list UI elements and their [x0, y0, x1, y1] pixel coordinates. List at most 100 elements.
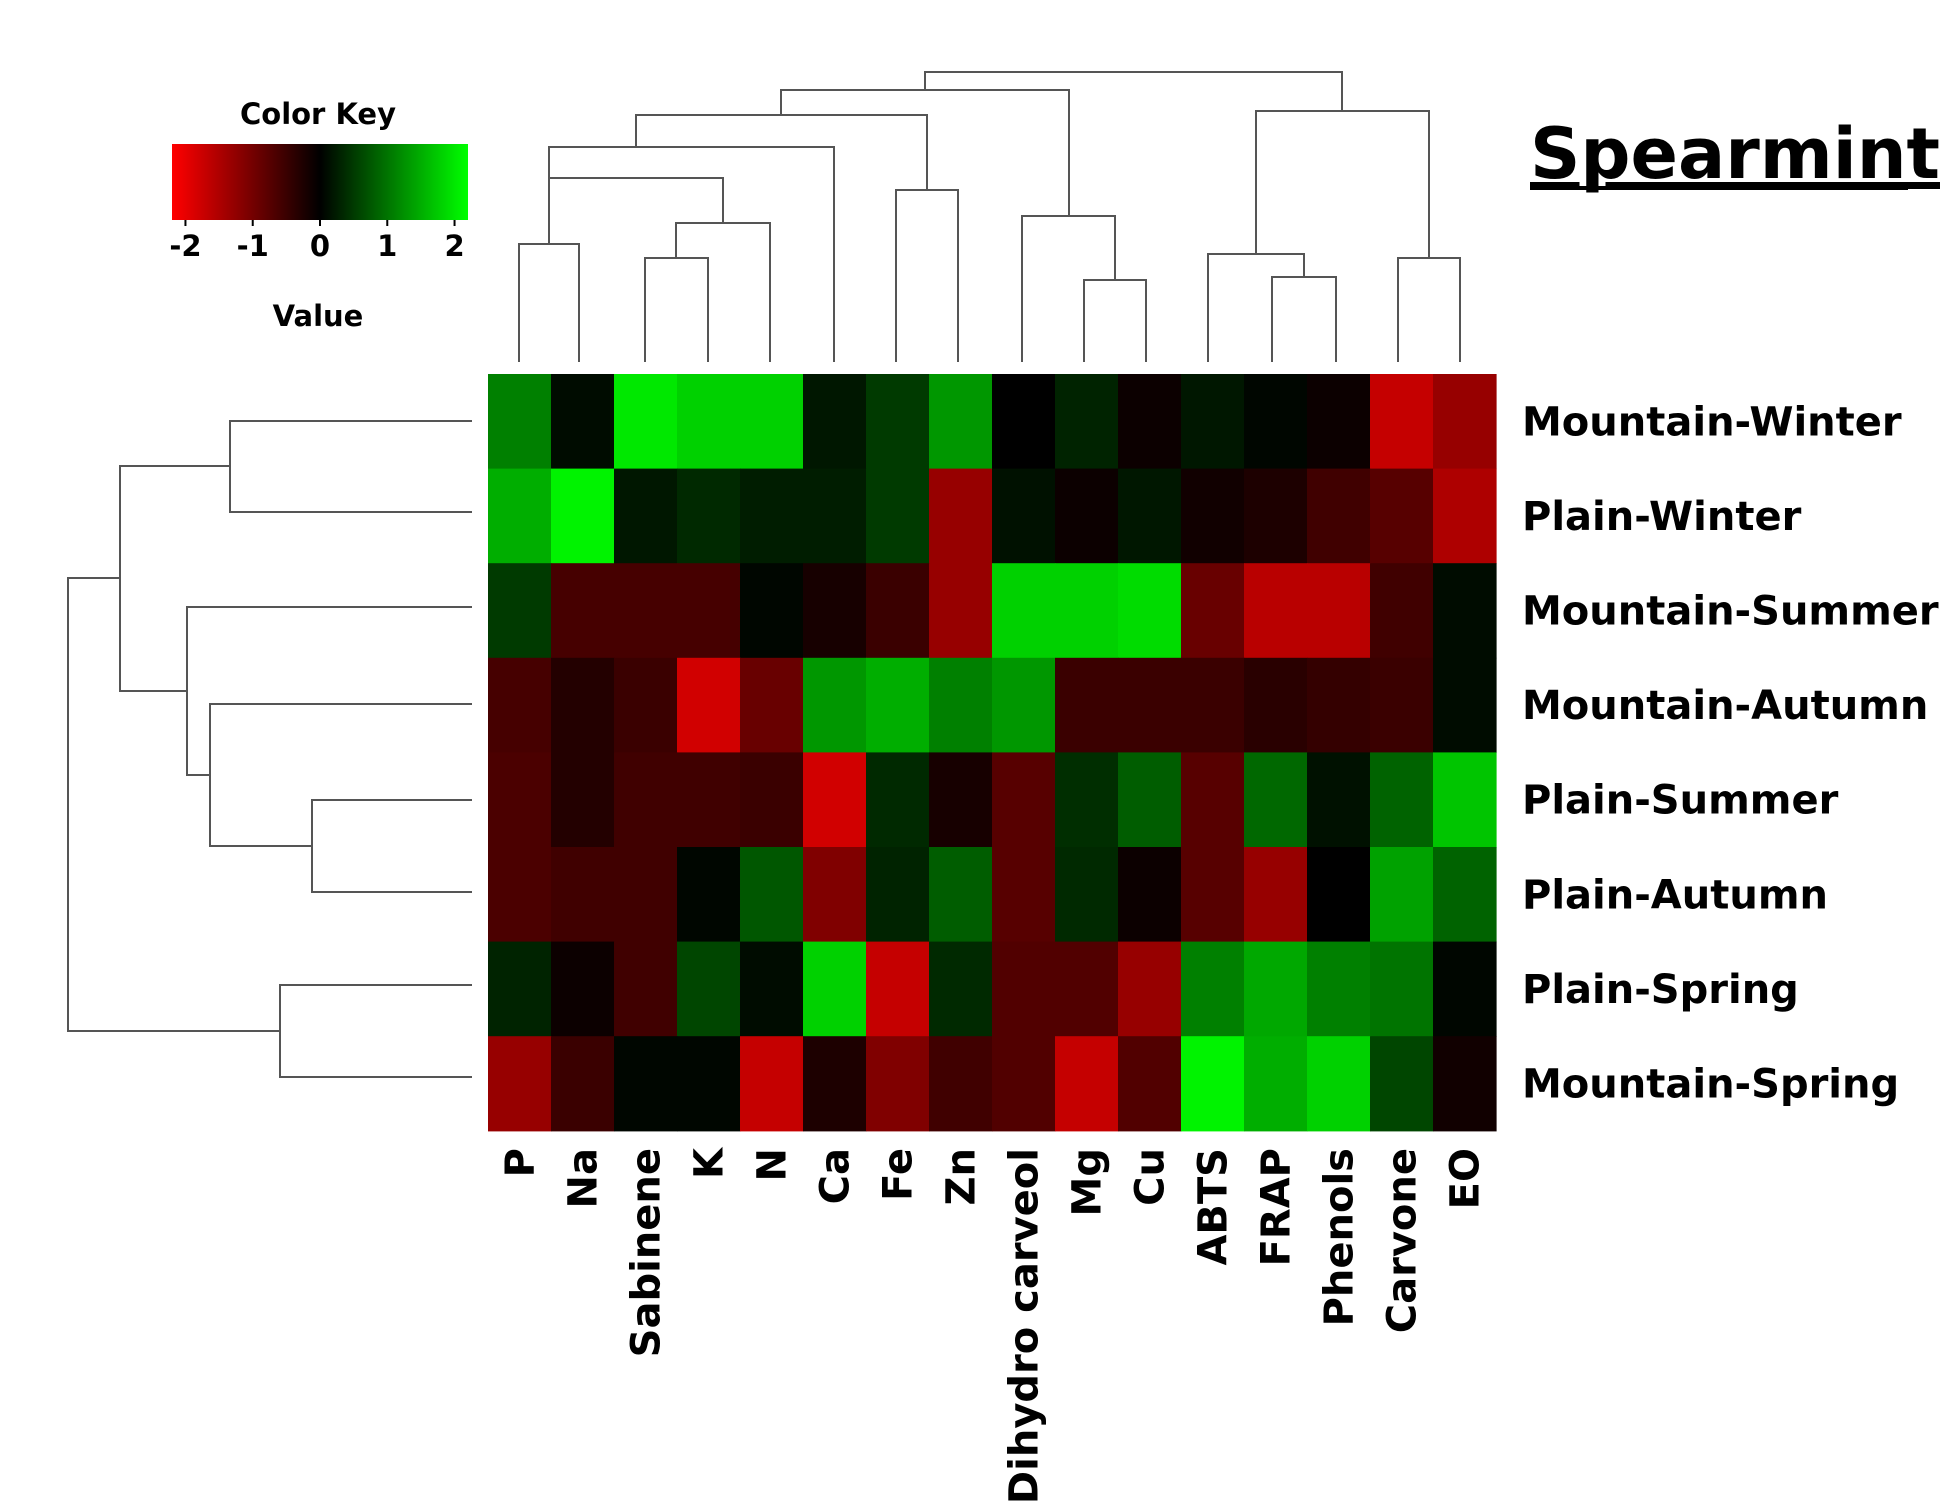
- column-label: Sabinene: [624, 1148, 670, 1357]
- heatmap-cell: [614, 1036, 678, 1132]
- column-label: Dihydro carveol: [1002, 1148, 1048, 1503]
- heatmap-cell: [992, 847, 1056, 943]
- heatmap-cell: [1433, 847, 1497, 943]
- heatmap-cell: [803, 468, 867, 564]
- row-label: Plain-Spring: [1522, 967, 1799, 1013]
- heatmap-cell: [1433, 563, 1497, 659]
- heatmap-cell: [992, 752, 1056, 848]
- heatmap-cell: [1307, 752, 1371, 848]
- heatmap-cell: [1244, 941, 1308, 1037]
- heatmap-cell: [1244, 847, 1308, 943]
- row-label: Mountain-Autumn: [1522, 683, 1928, 729]
- heatmap-cell: [677, 1036, 741, 1132]
- heatmap-cell: [677, 657, 741, 753]
- heatmap-cell: [1307, 468, 1371, 564]
- heatmap-cell: [488, 563, 552, 659]
- heatmap-cell: [740, 847, 804, 943]
- column-label: P: [498, 1148, 544, 1177]
- heatmap-cell: [1370, 563, 1434, 659]
- heatmap-cell: [866, 374, 930, 470]
- heatmap-cell: [1118, 657, 1182, 753]
- heatmap-cell: [992, 468, 1056, 564]
- heatmap-cell: [1433, 374, 1497, 470]
- color-key-tick-label: 2: [444, 229, 464, 263]
- heatmap-cell: [1118, 374, 1182, 470]
- heatmap-cell: [614, 941, 678, 1037]
- heatmap-cell: [1055, 374, 1119, 470]
- heatmap-cell: [1307, 374, 1371, 470]
- column-label: Fe: [876, 1148, 922, 1201]
- heatmap-cell: [488, 847, 552, 943]
- color-key-tick-label: -2: [169, 229, 201, 263]
- heatmap-cell: [1433, 1036, 1497, 1132]
- heatmap-cell: [614, 847, 678, 943]
- heatmap-cell: [803, 941, 867, 1037]
- heatmap-cell: [1055, 941, 1119, 1037]
- heatmap-cell: [1307, 1036, 1371, 1132]
- heatmap-cell: [1181, 847, 1245, 943]
- heatmap-cell: [740, 563, 804, 659]
- column-label: N: [750, 1148, 796, 1181]
- heatmap-cell: [803, 657, 867, 753]
- heatmap-cell: [1181, 374, 1245, 470]
- heatmap-cell: [1055, 657, 1119, 753]
- heatmap-cell: [929, 563, 993, 659]
- heatmap-cell: [614, 563, 678, 659]
- heatmap-cell: [1307, 563, 1371, 659]
- row-label: Plain-Winter: [1522, 494, 1802, 540]
- color-key-tick-label: 0: [310, 229, 330, 263]
- column-label: FRAP: [1254, 1148, 1300, 1266]
- heatmap-cell: [1118, 563, 1182, 659]
- heatmap-cell: [866, 563, 930, 659]
- heatmap-cell: [677, 374, 741, 470]
- heatmap-cell: [1244, 374, 1308, 470]
- row-label: Mountain-Winter: [1522, 399, 1902, 445]
- heatmap-cell: [488, 657, 552, 753]
- color-key-title: Color Key: [240, 97, 396, 131]
- heatmap-cell: [992, 563, 1056, 659]
- heatmap-cell: [1181, 752, 1245, 848]
- heatmap-cell: [929, 1036, 993, 1132]
- heatmap-cell: [929, 941, 993, 1037]
- heatmap-cell: [1433, 657, 1497, 753]
- column-label: Ca: [813, 1148, 859, 1204]
- column-label: Zn: [939, 1148, 985, 1205]
- heatmap-cell: [551, 941, 615, 1037]
- column-label: Mg: [1065, 1148, 1111, 1216]
- heatmap-cell: [803, 752, 867, 848]
- heatmap-cell: [866, 752, 930, 848]
- row-label: Mountain-Spring: [1522, 1062, 1899, 1108]
- heatmap-cell: [740, 1036, 804, 1132]
- heatmap-cell: [677, 563, 741, 659]
- heatmap-cell: [1307, 847, 1371, 943]
- heatmap-cell: [488, 752, 552, 848]
- heatmap-cell: [1055, 563, 1119, 659]
- heatmap-cell: [614, 752, 678, 848]
- heatmap-cell: [866, 468, 930, 564]
- heatmap-cell: [740, 657, 804, 753]
- heatmap-cell: [1370, 1036, 1434, 1132]
- heatmap-cell: [551, 374, 615, 470]
- heatmap-cell: [1433, 941, 1497, 1037]
- heatmap-cell: [740, 468, 804, 564]
- column-label: EO: [1443, 1148, 1489, 1209]
- row-dendrogram: [67, 420, 472, 1078]
- heatmap-cell: [929, 374, 993, 470]
- heatmap-cell: [677, 752, 741, 848]
- heatmap-cell: [1118, 1036, 1182, 1132]
- column-labels: P Na Sabinene K N Ca Fe Zn Dihydro carveol Mg Cu AB…: [498, 1146, 1489, 1503]
- heatmap-cell: [1244, 1036, 1308, 1132]
- heatmap-cell: [677, 468, 741, 564]
- heatmap-cell: [1181, 1036, 1245, 1132]
- chart-title: Spearmint: [1530, 113, 1940, 195]
- heatmap-cell: [1181, 468, 1245, 564]
- heatmap-cell: [677, 941, 741, 1037]
- heatmap-cell: [488, 374, 552, 470]
- heatmap-cell: [614, 374, 678, 470]
- heatmap-cell: [1055, 1036, 1119, 1132]
- heatmap-cell: [551, 657, 615, 753]
- heatmap-cell: [803, 1036, 867, 1132]
- color-key-ticks: -2 -1 0 1 2: [169, 220, 465, 263]
- color-key-tick-label: -1: [237, 229, 269, 263]
- heatmap-cell: [1433, 468, 1497, 564]
